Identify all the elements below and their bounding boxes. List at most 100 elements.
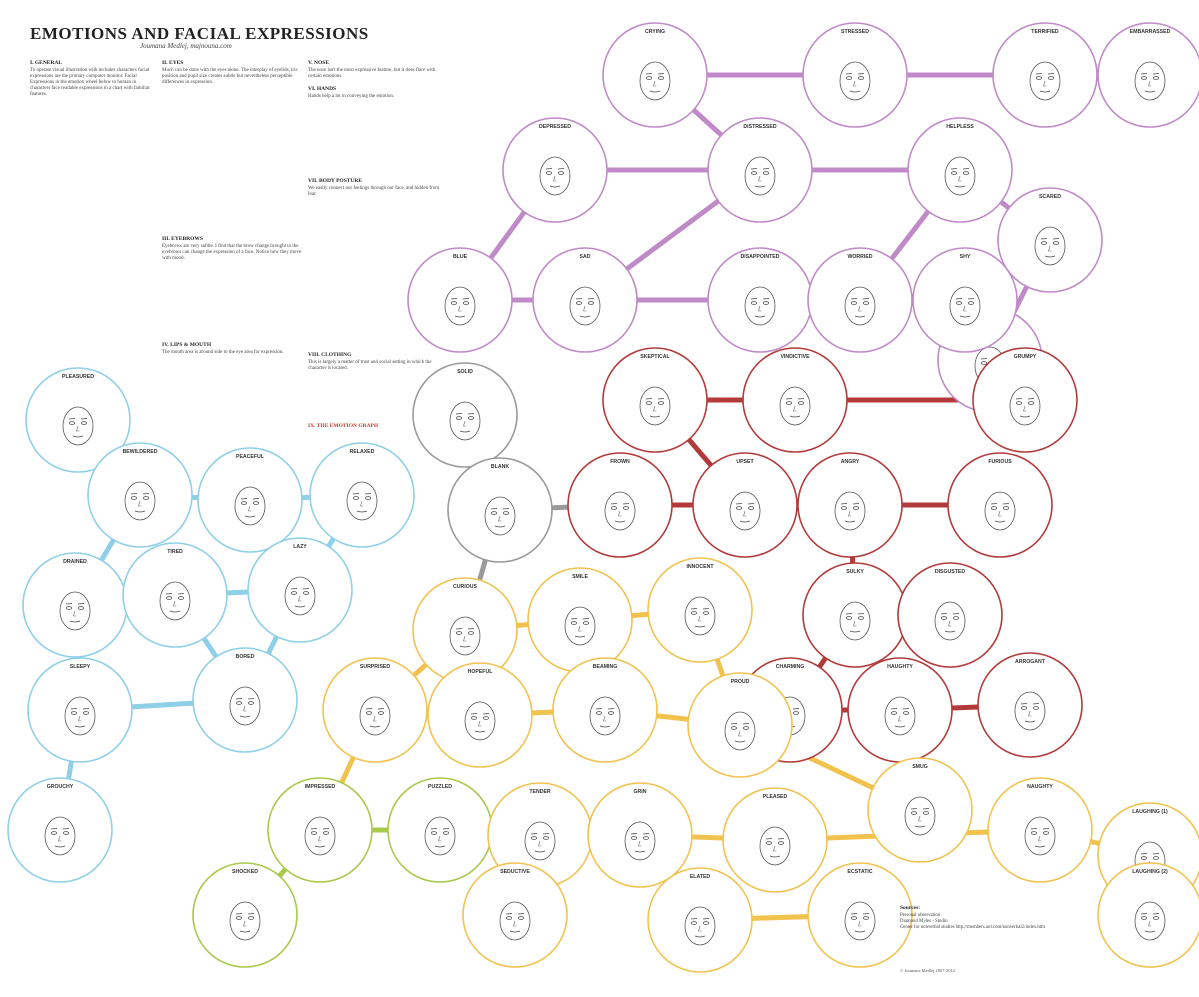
- eye-icon: [131, 496, 137, 500]
- eyebrow-icon: [777, 838, 785, 840]
- eyebrow-icon: [1042, 828, 1050, 830]
- eyebrow-icon: [545, 168, 553, 170]
- emotion-label: SHOCKED: [232, 869, 258, 875]
- eyebrow-icon: [747, 503, 755, 505]
- emotion-label: CRYING: [645, 29, 665, 35]
- nose-icon: [318, 835, 322, 842]
- eye-icon: [793, 711, 799, 715]
- eyebrow-icon: [240, 498, 248, 500]
- eye-icon: [611, 506, 617, 510]
- emotion-label: PROUD: [731, 679, 750, 685]
- emotion-node: SKEPTICAL: [602, 347, 708, 453]
- eye-icon: [1041, 241, 1047, 245]
- emotion-node: ELATED: [647, 867, 753, 973]
- eyebrow-icon: [955, 298, 963, 300]
- emotion-node: DISGUSTED: [897, 562, 1003, 668]
- eye-icon: [658, 76, 664, 80]
- eye-icon: [1003, 506, 1009, 510]
- eyebrow-icon: [450, 298, 458, 300]
- eyebrow-icon: [1015, 398, 1023, 400]
- eye-icon: [786, 401, 792, 405]
- eye-icon: [1016, 401, 1022, 405]
- eye-icon: [491, 511, 497, 515]
- nose-icon: [498, 515, 502, 522]
- section-heading: VII. BODY POSTURE: [308, 178, 363, 184]
- section-general: I. GENERAL To operate visual illustratio…: [30, 60, 152, 360]
- mouth-icon: [1024, 720, 1036, 723]
- eyebrow-icon: [517, 913, 525, 915]
- eye-icon: [981, 361, 987, 365]
- eye-icon: [583, 621, 589, 625]
- section-eyes: II. EYES Much can be done with the eyes …: [162, 60, 307, 200]
- eyebrow-icon: [735, 503, 743, 505]
- nose-icon: [853, 620, 857, 627]
- nose-icon: [858, 305, 862, 312]
- eye-icon: [365, 496, 371, 500]
- eye-icon: [543, 836, 549, 840]
- emotion-label: CHARMING: [776, 664, 805, 670]
- eyebrow-icon: [702, 608, 710, 610]
- eyebrow-icon: [50, 828, 58, 830]
- mouth-icon: [134, 510, 146, 513]
- emotion-node: FROWN: [567, 452, 673, 558]
- eye-icon: [451, 301, 457, 305]
- emotion-label: UPSET: [736, 459, 754, 465]
- eyebrow-icon: [302, 588, 310, 590]
- eye-icon: [431, 831, 437, 835]
- emotion-node: ANGRY: [797, 452, 903, 558]
- section-body: The mouth area is around side to the eye…: [162, 350, 284, 355]
- eyebrow-icon: [952, 613, 960, 615]
- eye-icon: [731, 726, 737, 730]
- eyebrow-icon: [785, 398, 793, 400]
- nose-icon: [553, 175, 557, 182]
- nose-icon: [578, 625, 582, 632]
- eye-icon: [596, 711, 602, 715]
- nose-icon: [73, 610, 77, 617]
- eyebrow-icon: [65, 603, 73, 605]
- eyebrow-icon: [607, 708, 615, 710]
- mouth-icon: [434, 845, 446, 848]
- eye-icon: [236, 701, 242, 705]
- eye-icon: [851, 916, 857, 920]
- eyebrow-icon: [130, 493, 138, 495]
- eye-icon: [178, 596, 184, 600]
- mouth-icon: [694, 625, 706, 628]
- mouth-icon: [549, 185, 561, 188]
- copyright: © Joumana Medlej 2007-2012: [900, 968, 956, 973]
- eyebrow-icon: [940, 613, 948, 615]
- emotion-label: INNOCENT: [686, 564, 714, 570]
- nose-icon: [848, 510, 852, 517]
- page-subtitle: Joumana Medlej, majnouna.com: [140, 42, 232, 50]
- eyebrow-icon: [542, 833, 550, 835]
- section-body: We easily connect our feelings through o…: [308, 186, 440, 197]
- eyebrow-icon: [557, 168, 565, 170]
- eyebrow-icon: [922, 808, 930, 810]
- eye-icon: [751, 171, 757, 175]
- eyebrow-icon: [587, 298, 595, 300]
- eye-icon: [1141, 856, 1147, 860]
- section-body-posture: VII. BODY POSTURE We easily connect our …: [308, 178, 448, 238]
- emotion-label: DISTRESSED: [743, 124, 776, 130]
- eyebrow-icon: [467, 628, 475, 630]
- nose-icon: [898, 715, 902, 722]
- eye-icon: [991, 506, 997, 510]
- eyebrow-icon: [622, 503, 630, 505]
- emotion-label: TIRED: [167, 549, 183, 555]
- eye-icon: [456, 631, 462, 635]
- nose-icon: [360, 500, 364, 507]
- nose-icon: [138, 500, 142, 507]
- eyebrow-icon: [68, 418, 76, 420]
- eyebrow-icon: [1035, 73, 1043, 75]
- eye-icon: [923, 811, 929, 815]
- eye-icon: [69, 421, 75, 425]
- emotion-node: RELAXED: [309, 442, 415, 548]
- emotion-node: SOLID: [412, 362, 518, 468]
- emotion-label: TENDER: [529, 789, 551, 795]
- emotion-node: STRESSED: [802, 22, 908, 128]
- eyebrow-icon: [690, 608, 698, 610]
- section-eyebrows: III. EYEBROWS Eyebrows are very subtle. …: [162, 236, 307, 316]
- eyebrow-icon: [570, 618, 578, 620]
- mouth-icon: [649, 90, 661, 93]
- mouth-icon: [944, 630, 956, 633]
- nose-icon: [173, 600, 177, 607]
